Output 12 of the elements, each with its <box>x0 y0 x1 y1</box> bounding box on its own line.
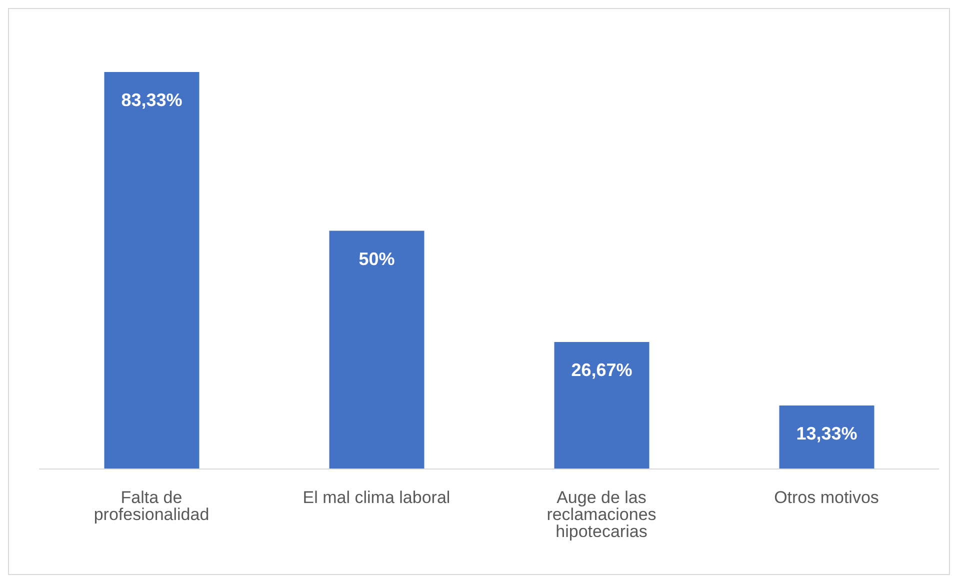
data-label: 83,33% <box>121 90 182 110</box>
x-tick-label: Falta de profesionalidad <box>94 488 210 524</box>
data-label: 50% <box>358 248 395 269</box>
x-tick-label: Otros motivos <box>774 488 879 508</box>
bar <box>779 405 874 469</box>
x-tick-label: Auge de las reclamaciones hipotecarias <box>546 488 656 542</box>
bar <box>554 342 650 469</box>
bar <box>104 72 200 469</box>
bar <box>329 230 424 469</box>
data-label: 26,67% <box>571 360 632 380</box>
data-label: 13,33% <box>796 423 858 444</box>
x-tick-label: El mal clima laboral <box>302 488 450 508</box>
